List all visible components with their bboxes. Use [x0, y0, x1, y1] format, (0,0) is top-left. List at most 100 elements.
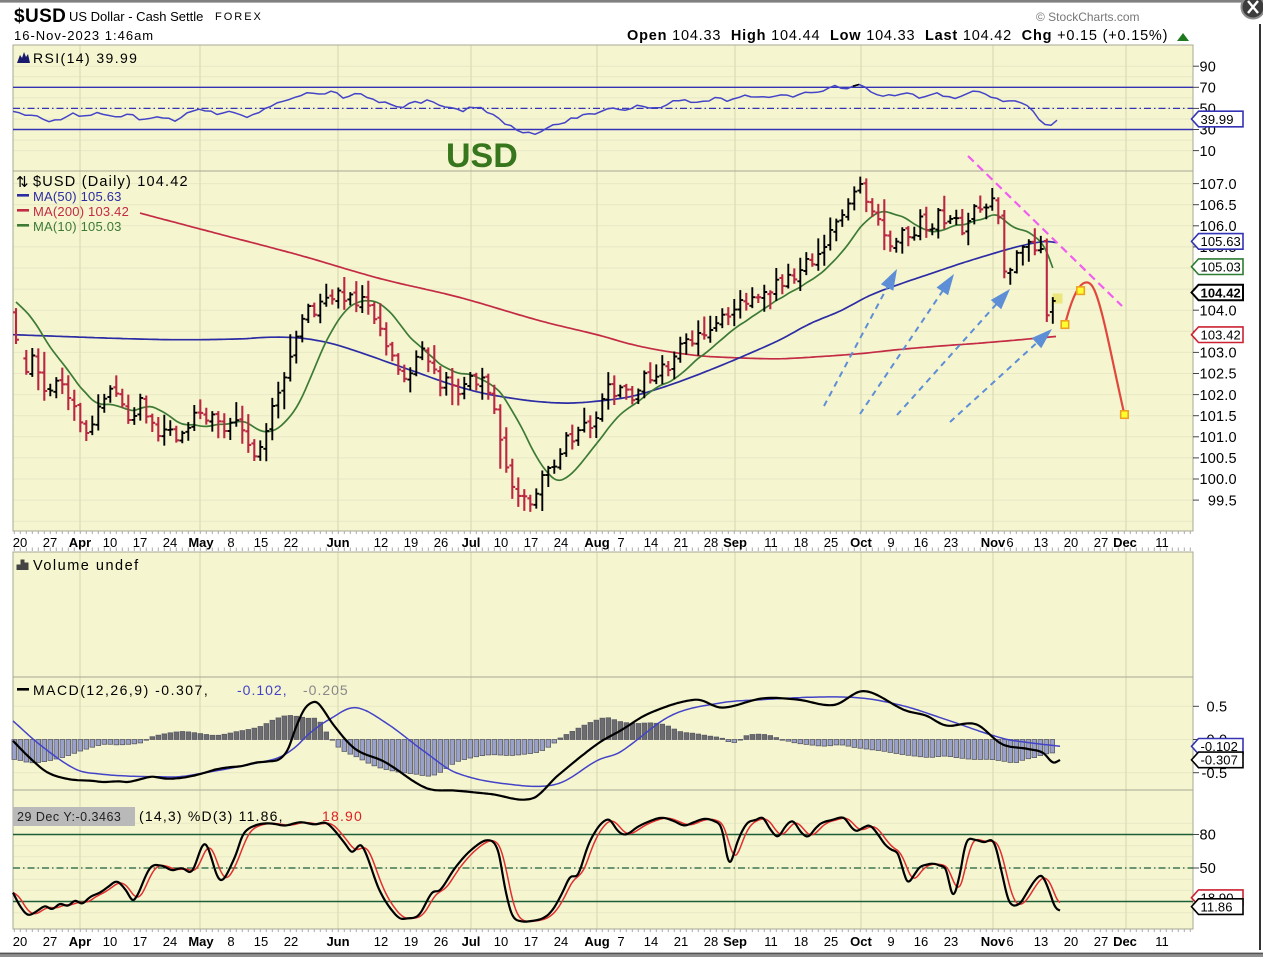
svg-text:27: 27: [43, 934, 57, 949]
svg-text:Apr: Apr: [69, 535, 91, 550]
svg-text:24: 24: [554, 535, 568, 550]
svg-text:© StockCharts.com: © StockCharts.com: [1036, 10, 1140, 24]
svg-text:Aug: Aug: [584, 934, 609, 949]
svg-text:Oct: Oct: [850, 535, 872, 550]
svg-text:7: 7: [617, 934, 624, 949]
svg-text:24: 24: [163, 934, 177, 949]
svg-text:14: 14: [644, 535, 658, 550]
svg-text:10: 10: [103, 535, 117, 550]
svg-text:20: 20: [13, 535, 27, 550]
svg-text:103.42: 103.42: [1201, 328, 1241, 343]
svg-text:19: 19: [404, 535, 418, 550]
svg-text:17: 17: [524, 535, 538, 550]
svg-text:Jun: Jun: [326, 934, 349, 949]
svg-text:-0.307: -0.307: [1201, 753, 1238, 768]
svg-text:20: 20: [1064, 934, 1078, 949]
svg-text:18: 18: [794, 535, 808, 550]
svg-text:23: 23: [944, 535, 958, 550]
svg-text:⇅: ⇅: [16, 174, 29, 191]
svg-text:21: 21: [674, 934, 688, 949]
svg-text:39.99: 39.99: [1201, 112, 1234, 127]
svg-text:Dec: Dec: [1113, 535, 1137, 550]
svg-text:-0.102,: -0.102,: [237, 682, 288, 698]
svg-text:106.5: 106.5: [1200, 198, 1237, 214]
svg-text:16: 16: [914, 934, 928, 949]
svg-text:11.86: 11.86: [1201, 899, 1233, 914]
svg-text:99.5: 99.5: [1208, 493, 1237, 509]
svg-text:Jul: Jul: [462, 934, 481, 949]
svg-text:104.0: 104.0: [1200, 303, 1237, 319]
svg-text:13: 13: [1034, 934, 1048, 949]
svg-text:100.0: 100.0: [1200, 472, 1237, 488]
svg-text:RSI(14) 39.99: RSI(14) 39.99: [33, 50, 138, 66]
svg-text:29 Dec Y:-0.3463: 29 Dec Y:-0.3463: [17, 810, 121, 824]
svg-text:70: 70: [1200, 81, 1217, 97]
svg-text:28: 28: [704, 934, 718, 949]
svg-text:9: 9: [887, 934, 894, 949]
svg-text:28: 28: [704, 535, 718, 550]
svg-text:8: 8: [227, 934, 234, 949]
svg-text:106.0: 106.0: [1200, 219, 1237, 235]
svg-text:17: 17: [524, 934, 538, 949]
svg-text:19: 19: [404, 934, 418, 949]
svg-text:102.0: 102.0: [1200, 388, 1237, 404]
svg-text:15: 15: [254, 934, 268, 949]
svg-text:Jul: Jul: [462, 535, 481, 550]
svg-text:FOREX: FOREX: [215, 11, 263, 23]
svg-text:Sep: Sep: [723, 535, 747, 550]
svg-text:10: 10: [494, 934, 508, 949]
svg-text:6: 6: [1006, 535, 1013, 550]
svg-text:May: May: [188, 934, 214, 949]
svg-text:23: 23: [944, 934, 958, 949]
svg-text:$USD (Daily) 104.42: $USD (Daily) 104.42: [33, 174, 189, 190]
svg-text:11: 11: [1155, 934, 1169, 949]
svg-text:101.5: 101.5: [1200, 409, 1237, 425]
svg-text:7: 7: [617, 535, 624, 550]
svg-text:100.5: 100.5: [1200, 451, 1237, 467]
svg-text:16-Nov-2023 1:46am: 16-Nov-2023 1:46am: [14, 28, 154, 43]
svg-text:-0.5: -0.5: [1202, 766, 1228, 782]
svg-text:102.5: 102.5: [1200, 367, 1237, 383]
svg-text:Aug: Aug: [584, 535, 609, 550]
svg-text:27: 27: [1094, 934, 1108, 949]
svg-text:20: 20: [1064, 535, 1078, 550]
svg-text:MACD(12,26,9) -0.307,: MACD(12,26,9) -0.307,: [33, 682, 209, 698]
svg-text:MA(10) 105.03: MA(10) 105.03: [33, 219, 122, 234]
svg-text:MA(200) 103.42: MA(200) 103.42: [33, 204, 129, 219]
svg-text:21: 21: [674, 535, 688, 550]
svg-text:8: 8: [227, 535, 234, 550]
svg-text:13: 13: [1034, 535, 1048, 550]
svg-text:24: 24: [163, 535, 177, 550]
svg-text:17: 17: [133, 535, 147, 550]
svg-text:26: 26: [434, 535, 448, 550]
svg-text:17: 17: [133, 934, 147, 949]
svg-text:9: 9: [887, 535, 894, 550]
svg-text:24: 24: [554, 934, 568, 949]
svg-text:90: 90: [1200, 59, 1217, 75]
svg-text:11: 11: [764, 535, 778, 550]
svg-text:50: 50: [1200, 861, 1217, 877]
svg-text:6: 6: [1006, 934, 1013, 949]
svg-text:US Dollar - Cash Settle: US Dollar - Cash Settle: [69, 9, 203, 24]
svg-text:Apr: Apr: [69, 934, 91, 949]
svg-text:Dec: Dec: [1113, 934, 1137, 949]
svg-text:May: May: [188, 535, 214, 550]
svg-text:26: 26: [434, 934, 448, 949]
svg-text:101.0: 101.0: [1200, 430, 1237, 446]
svg-text:14: 14: [644, 934, 658, 949]
svg-text:Sep: Sep: [723, 934, 747, 949]
svg-text:USD: USD: [446, 137, 518, 175]
svg-text:10: 10: [494, 535, 508, 550]
svg-text:27: 27: [43, 535, 57, 550]
svg-text:80: 80: [1200, 828, 1217, 844]
svg-text:11: 11: [1155, 535, 1169, 550]
svg-text:Nov: Nov: [981, 535, 1006, 550]
svg-text:20: 20: [13, 934, 27, 949]
svg-text:25: 25: [824, 535, 838, 550]
svg-text:16: 16: [914, 535, 928, 550]
svg-text:10: 10: [103, 934, 117, 949]
svg-text:-0.205: -0.205: [303, 682, 349, 698]
svg-text:0.5: 0.5: [1207, 700, 1228, 716]
svg-text:$USD: $USD: [14, 6, 66, 27]
svg-text:Jun: Jun: [326, 535, 349, 550]
